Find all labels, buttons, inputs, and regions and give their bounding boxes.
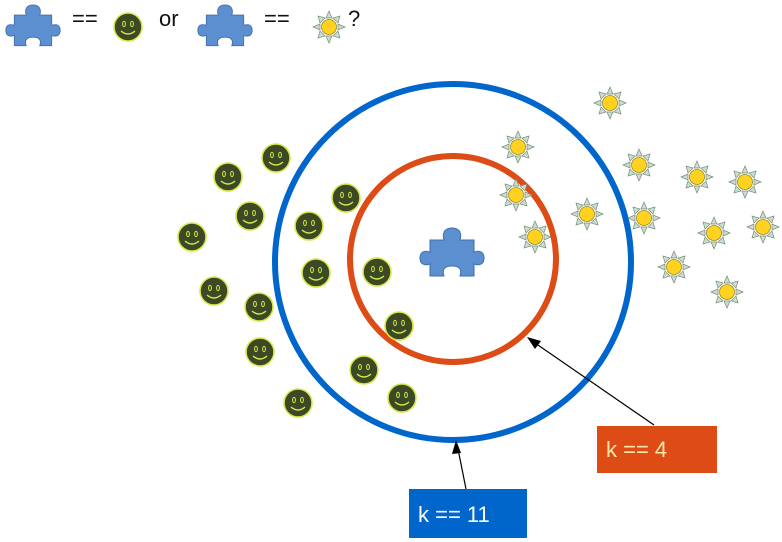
smiley-icon — [199, 276, 229, 306]
smiley-icon — [349, 355, 379, 385]
outer-k-label: k == 11 — [409, 489, 527, 538]
inner-k-label: k == 4 — [597, 426, 717, 473]
inner-k-label-text: k == 4 — [606, 437, 667, 462]
smiley-icon — [384, 311, 414, 341]
sun-icon — [680, 160, 714, 194]
smiley-icon — [362, 257, 392, 287]
sun-icon — [570, 197, 604, 231]
smiley-icon — [294, 211, 324, 241]
legend-question-mark: ? — [348, 6, 360, 31]
smiley-icon — [245, 337, 275, 367]
smiley-icon — [213, 162, 243, 192]
sun-icon — [518, 220, 552, 254]
sun-icon — [499, 178, 533, 212]
smiley-icon — [177, 222, 207, 252]
legend-equals-2: == — [264, 6, 290, 31]
smiley-icon — [283, 388, 313, 418]
smiley-icon — [261, 143, 291, 173]
arrow-outer-label — [452, 440, 467, 490]
puzzle-piece-icon — [197, 4, 253, 47]
sun-icon — [501, 130, 535, 164]
sun-icon — [746, 210, 780, 244]
outer-circle-k11 — [272, 81, 634, 443]
inner-k-label-box — [597, 426, 717, 473]
smiley-icon — [235, 201, 265, 231]
smiley-icon — [301, 258, 331, 288]
sun-icon — [627, 201, 661, 235]
puzzle-piece-icon — [419, 227, 485, 277]
sun-icon — [728, 165, 762, 199]
puzzle-piece-icon — [5, 4, 61, 47]
smiley-icon — [244, 292, 274, 322]
sun-icon — [657, 250, 691, 284]
inner-circle-k4 — [347, 153, 559, 365]
sun-icon — [312, 10, 346, 44]
legend-equals-1: == — [72, 6, 98, 31]
outer-k-label-box — [409, 489, 527, 538]
legend-or: or — [159, 6, 179, 31]
sun-icon — [710, 275, 744, 309]
sun-icon — [593, 86, 627, 120]
smiley-icon — [113, 12, 143, 42]
arrow-inner-label — [527, 337, 655, 426]
sun-group — [499, 86, 780, 309]
sun-icon — [622, 148, 656, 182]
smiley-icon — [331, 183, 361, 213]
outer-k-label-text: k == 11 — [418, 502, 490, 527]
legend-row: == or == ? — [5, 4, 360, 47]
smiley-icon — [387, 383, 417, 413]
sun-icon — [697, 216, 731, 250]
